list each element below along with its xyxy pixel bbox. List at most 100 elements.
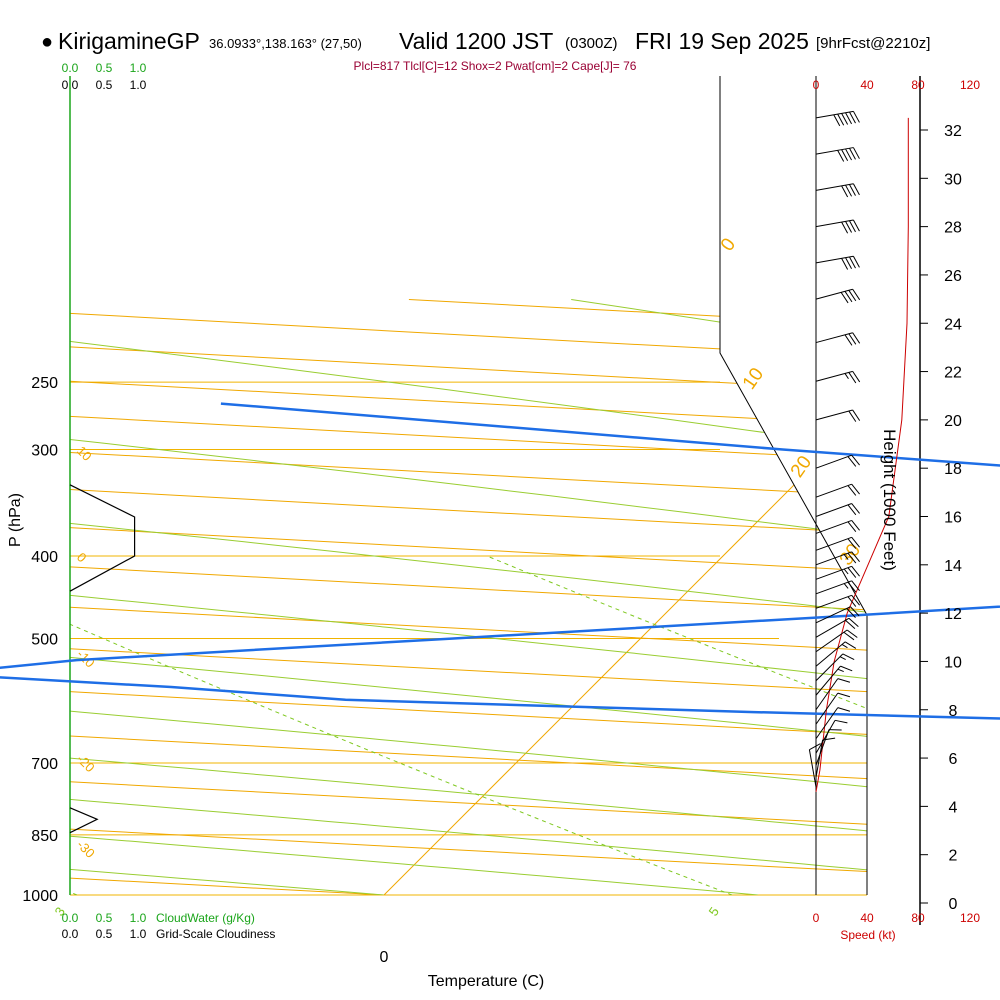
wind-barb-staff (815, 183, 854, 191)
wind-speed-line (815, 117, 909, 792)
wind-barb (815, 503, 860, 517)
isotherm-line (383, 299, 867, 895)
wind-barb (815, 536, 860, 551)
wind-barb (815, 606, 860, 624)
cloudiness-tick: 0.5 (96, 78, 113, 92)
wind-barb-staff (815, 739, 824, 778)
wind-barb-half (837, 668, 844, 673)
wind-barb (815, 594, 860, 609)
station-coords: 36.0933°,138.163° (27,50) (209, 36, 362, 51)
wind-barb-half (843, 583, 849, 589)
wind-barb-flag (841, 149, 849, 162)
dry-adiabat-line (70, 299, 867, 895)
wind-barb-flag (849, 111, 856, 124)
station-name: KirigamineGP (58, 28, 200, 54)
wind-barb-flag (852, 288, 861, 301)
forecast-info: [9hrFcst@2210z] (816, 35, 930, 52)
wind-barb (815, 370, 861, 384)
wind-barb-half (844, 373, 849, 380)
wind-barb-flag (852, 183, 860, 196)
wind-barb-flag (841, 113, 849, 125)
wind-barb-flag (845, 112, 853, 125)
wind-barb (815, 183, 860, 198)
wind-barb-staff (808, 749, 817, 788)
wind-barb-flag (852, 219, 860, 232)
wind-barb-flag (837, 150, 845, 162)
wind-barb-flag (847, 596, 857, 607)
wind-barb-flag (852, 147, 860, 159)
wind-barb-flag (851, 454, 860, 466)
x-axis-title: Temperature (C) (428, 973, 544, 990)
moist-adiabat-label: 10 (739, 364, 768, 393)
height-tick-label: 14 (944, 558, 962, 575)
wind-barb (815, 617, 859, 638)
height-tick-label: 8 (949, 703, 958, 720)
wind-barb-staff (815, 606, 851, 624)
wind-barb-flag (822, 737, 836, 741)
height-tick-label: 2 (949, 848, 958, 865)
wind-barb-flag (844, 641, 857, 649)
wind-barb-flag (846, 608, 856, 618)
wind-barb-flag (852, 332, 861, 344)
wind-barb-flag (846, 629, 858, 638)
wind-barb-flag (844, 291, 853, 303)
dry-adiabat-line (70, 299, 867, 895)
height-tick-label: 6 (949, 751, 958, 768)
wind-barb-flag (847, 581, 857, 593)
height-axis-title: Height (1000 Feet) (880, 429, 899, 571)
wind-barb-half (843, 568, 849, 575)
height-tick-label: 16 (944, 510, 962, 527)
wind-barb-staff (815, 332, 853, 344)
wind-barb-flag (850, 606, 860, 617)
wind-barb-flag (848, 333, 857, 345)
height-tick-label: 32 (944, 123, 962, 140)
dry-adiabat-line (408, 299, 867, 895)
pressure-tick-label: 250 (31, 375, 58, 392)
dry-adiabat-line (70, 299, 867, 895)
wind-barb-staff (815, 288, 853, 300)
height-tick-label: 28 (944, 220, 962, 237)
wind-barb (815, 147, 860, 162)
wind-barb-flag (840, 665, 853, 672)
dry-adiabat-label: 0 (74, 549, 90, 565)
wind-barb-staff (815, 110, 854, 119)
wind-barb-flag (848, 290, 857, 302)
wind-barb-staff (815, 617, 850, 638)
wind-barb-flag (852, 111, 860, 123)
valid-date: FRI 19 Sep 2025 (635, 28, 809, 54)
wind-barb (815, 665, 853, 696)
wind-barb-staff (815, 454, 852, 469)
wind-barb-half (841, 643, 848, 649)
valid-time: Valid 1200 JST (399, 28, 553, 54)
wind-barb-flag (847, 485, 857, 496)
wind-barb-staff (815, 729, 830, 766)
wind-barb-flag (848, 410, 857, 422)
sounding-series (0, 402, 1000, 720)
wind-barb-flag (852, 371, 861, 383)
moist-adiabat-label: 30 (836, 540, 865, 569)
wind-barb-staff (815, 255, 854, 264)
wind-barb-staff (815, 370, 853, 382)
wind-barb-flag (847, 538, 857, 549)
wind-barb-staff (815, 720, 836, 754)
wind-barb (815, 719, 848, 754)
wind-barb (815, 707, 851, 740)
wind-barb-staff (815, 678, 839, 711)
height-tick-label: 26 (944, 268, 962, 285)
cloudiness-legend-label: Grid-Scale Cloudiness (156, 927, 275, 941)
wind-barb-flag (845, 221, 853, 233)
cloudwater-tick: 0.5 (96, 911, 113, 925)
plot-right-boundary (719, 76, 868, 895)
wind-speed-tick-bottom: 0 (813, 911, 820, 925)
wind-speed-tick-top: 0 (813, 78, 820, 92)
wind-barb (815, 483, 860, 498)
wind-barb-flag (837, 113, 845, 126)
wind-barb (815, 454, 860, 469)
wind-barb-flag (851, 551, 860, 563)
moist-adiabat-line (70, 334, 385, 895)
axes: -30-20-100102030402503004005007008501000… (22, 78, 980, 966)
wind-barb-flag (845, 257, 853, 270)
speed-legend-label: Speed (kt) (840, 928, 895, 942)
wind-barb-flag (848, 617, 859, 628)
